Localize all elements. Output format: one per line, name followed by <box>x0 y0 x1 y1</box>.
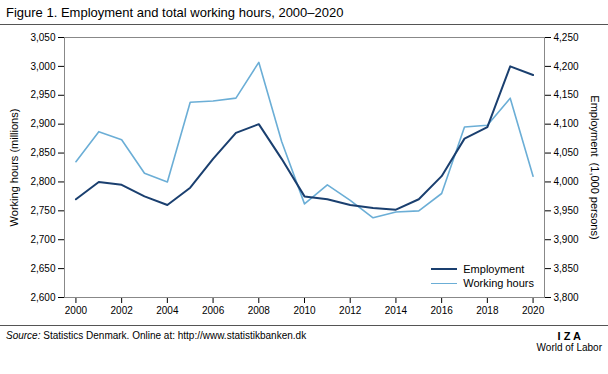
svg-text:4,150: 4,150 <box>554 89 579 100</box>
svg-text:2006: 2006 <box>202 305 225 316</box>
svg-text:2,850: 2,850 <box>30 147 55 158</box>
svg-text:2016: 2016 <box>431 305 454 316</box>
svg-text:3,000: 3,000 <box>30 61 55 72</box>
svg-text:2014: 2014 <box>385 305 408 316</box>
html-text:Working hours: Working hours <box>463 277 534 289</box>
svg-text:3,850: 3,850 <box>554 263 579 274</box>
svg-text:4,200: 4,200 <box>554 61 579 72</box>
svg-text:2008: 2008 <box>248 305 271 316</box>
svg-text:2012: 2012 <box>339 305 362 316</box>
svg-text:3,800: 3,800 <box>554 292 579 303</box>
svg-text:4,050: 4,050 <box>554 147 579 158</box>
html-text:Figure 1. Employment and total: Figure 1. Employment and total working h… <box>6 5 344 20</box>
svg-text:2,950: 2,950 <box>30 89 55 100</box>
svg-text:Working hours (millions): Working hours (millions) <box>8 109 20 227</box>
svg-text:4,000: 4,000 <box>554 176 579 187</box>
svg-text:2,800: 2,800 <box>30 176 55 187</box>
html-text:Source: Statistics Denmark. On: Source: Statistics Denmark. Online at: h… <box>6 330 307 341</box>
svg-text:2004: 2004 <box>156 305 179 316</box>
svg-text:2002: 2002 <box>111 305 134 316</box>
svg-text:4,250: 4,250 <box>554 32 579 43</box>
svg-text:2010: 2010 <box>293 305 316 316</box>
svg-text:2000: 2000 <box>65 305 88 316</box>
html-text:I Z A: I Z A <box>557 330 581 342</box>
svg-text:3,950: 3,950 <box>554 205 579 216</box>
svg-text:2,900: 2,900 <box>30 118 55 129</box>
svg-text:2,650: 2,650 <box>30 263 55 274</box>
svg-text:3,050: 3,050 <box>30 32 55 43</box>
svg-text:2018: 2018 <box>476 305 499 316</box>
svg-text:4,100: 4,100 <box>554 118 579 129</box>
svg-text:2,600: 2,600 <box>30 292 55 303</box>
svg-text:3,900: 3,900 <box>554 234 579 245</box>
svg-text:2,750: 2,750 <box>30 205 55 216</box>
svg-text:2,700: 2,700 <box>30 234 55 245</box>
svg-text:2020: 2020 <box>522 305 545 316</box>
svg-text:Employment (1,000 persons): Employment (1,000 persons) <box>589 95 601 239</box>
html-text:Employment: Employment <box>463 263 525 275</box>
html-text:World of Labor: World of Labor <box>536 342 602 353</box>
